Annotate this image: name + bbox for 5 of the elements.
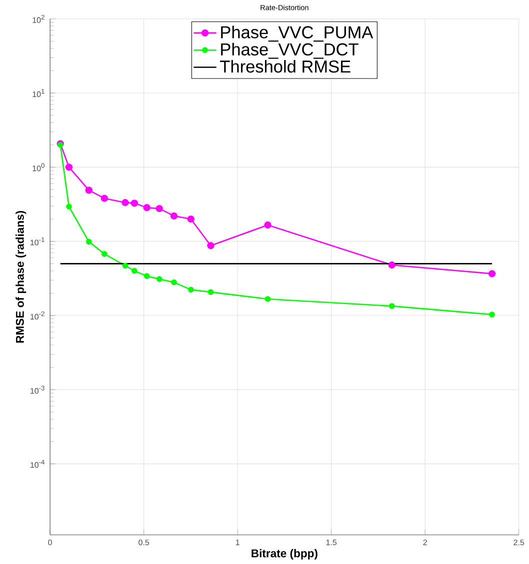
legend-label: Phase_VVC_DCT [221,42,358,59]
legend-label: Threshold RMSE [220,60,350,73]
y-axis-title: RMSE of phase (radians) [16,210,26,343]
legend-label: Phase_VVC_PUMA [221,26,374,42]
x-axis-title: Bitrate (bpp) [252,549,318,560]
